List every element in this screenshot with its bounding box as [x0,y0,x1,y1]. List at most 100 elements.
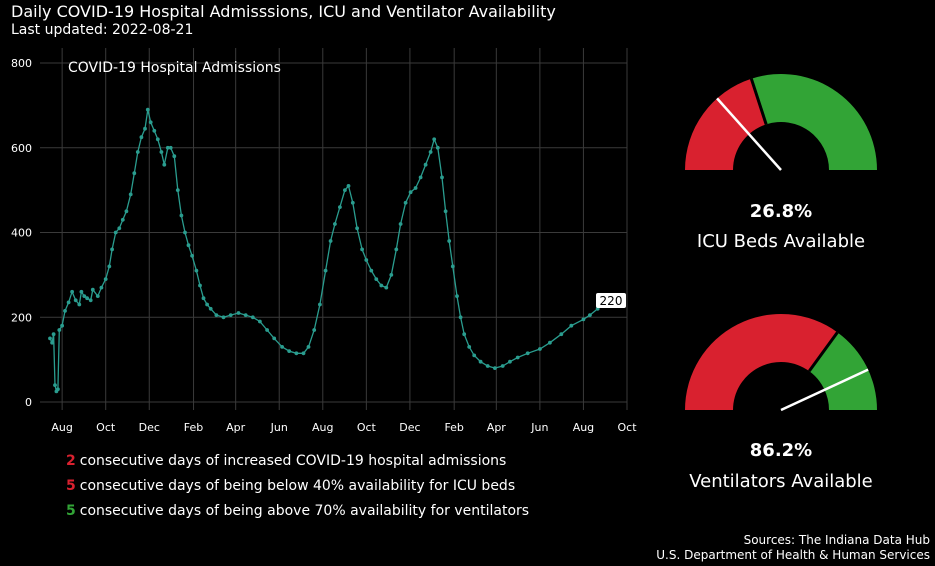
data-point [186,243,191,248]
data-point [548,340,552,345]
admissions-chart: 0 200 400 600 800 Aug Oct Dec Feb Apr Jun Aug Oct Dec… [11,48,637,434]
data-point [403,200,408,205]
y-tick-label: 600 [11,142,32,155]
stat-number: 5 [66,478,76,494]
data-point [318,302,322,307]
data-point [175,188,180,193]
data-point [88,298,93,303]
icu-gauge-dial [685,74,877,171]
data-point [152,128,157,133]
data-point [107,264,112,269]
stat-ventilators: 5 consecutive days of being above 70% ava… [66,499,529,524]
data-point [364,258,369,262]
data-point [294,351,299,356]
data-point [145,107,150,112]
y-tick-label: 0 [25,396,32,409]
data-point [172,154,177,159]
data-point [79,289,84,294]
data-point [458,315,463,320]
data-point [306,345,311,349]
data-point [85,296,89,301]
page-title: Daily COVID-19 Hospital Admisssions, ICU… [11,2,556,21]
x-tick-label: Aug [312,421,333,434]
icu-gauge-value: 26.8% [749,201,813,222]
last-updated: Last updated: 2022-08-21 [11,22,194,38]
x-tick-label: Oct [617,421,637,434]
latest-value-label: 220 [596,293,626,308]
data-point [190,253,195,258]
admissions-points [48,107,600,394]
data-point [384,285,389,290]
data-point [525,351,530,356]
gauge-threshold-divider [749,78,768,125]
x-tick-label: Feb [444,421,463,434]
stat-text: consecutive days of being below 40% avai… [79,478,516,494]
data-point [82,294,87,298]
data-point [48,336,52,341]
gridlines [40,48,628,410]
x-tick-label: Jun [530,421,548,434]
ventilator-gauge-label: Ventilators Available [689,471,873,492]
data-point [472,353,477,358]
data-point [73,298,78,303]
ventilator-gauge: 86.2% Ventilators Available [676,310,886,500]
data-point [236,311,241,315]
data-point [374,277,379,281]
data-point [117,226,122,231]
data-point [287,349,292,353]
x-tick-label: Aug [51,421,72,434]
x-tick-label: Jun [270,421,288,434]
data-point [588,313,592,317]
data-point [443,209,448,214]
data-point [120,217,125,222]
data-point [77,302,82,307]
data-point [139,135,144,140]
y-tick-label: 800 [11,57,32,70]
x-tick-label: Oct [357,421,377,434]
data-point [60,323,64,328]
data-point [51,332,56,337]
data-point [485,364,490,368]
data-point [508,359,512,364]
x-tick-label: Apr [487,421,507,434]
data-point [50,340,54,345]
data-point [569,323,574,328]
data-point [258,319,262,324]
gauge-high-segment [751,74,877,170]
data-point [389,273,394,277]
ventilator-gauge-value: 86.2% [749,440,813,461]
admissions-line [49,109,599,393]
data-point [398,222,403,226]
data-point [168,145,173,150]
gauge-needle [780,368,869,412]
data-point [369,268,374,273]
data-point [250,315,255,320]
data-point [90,287,95,292]
data-point [440,175,444,180]
x-tick-label: Feb [184,421,203,434]
x-tick-label: Apr [226,421,246,434]
icu-gauge-label: ICU Beds Available [696,231,866,252]
data-point [455,294,459,298]
data-point [214,313,219,317]
data-point [265,328,269,332]
latest-value-box [596,293,626,308]
x-tick-label: Dec [399,421,420,434]
data-point [280,345,284,349]
stat-text: consecutive days of increased COVID-19 h… [79,453,507,469]
data-point [135,150,140,154]
y-tick-label: 400 [11,227,32,240]
data-point [515,355,520,360]
gauge-high-segment [809,332,877,410]
axis-labels: 0 200 400 600 800 Aug Oct Dec Feb Apr Jun Aug Oct Dec… [11,57,637,434]
data-point [162,162,167,167]
data-point [243,313,248,317]
data-point [113,230,118,235]
data-point [333,222,337,226]
source-line-2: U.S. Department of Health & Human Servic… [656,548,930,562]
data-point [143,126,147,131]
data-point [205,302,210,307]
data-point [500,364,505,368]
data-point [450,264,455,269]
data-point [379,283,384,288]
